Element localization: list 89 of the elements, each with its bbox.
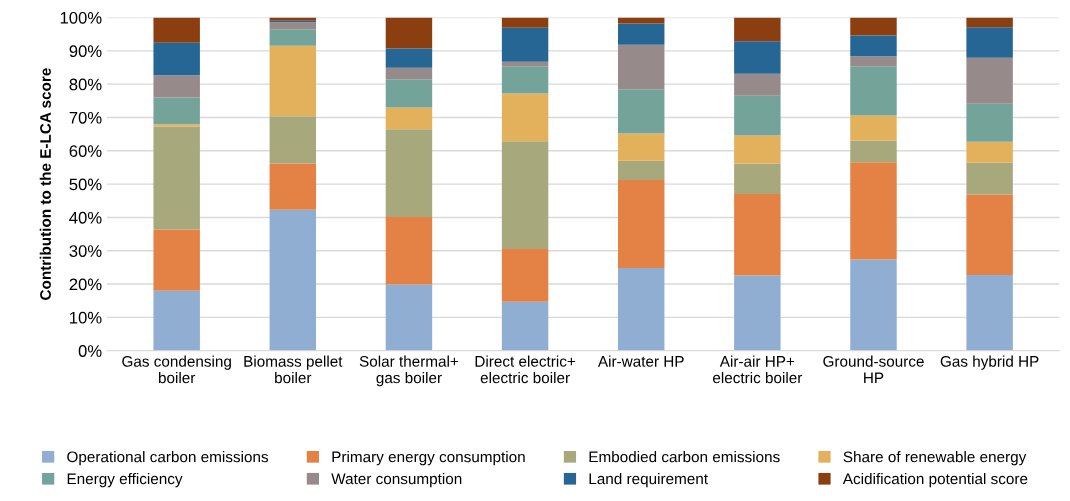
- bar: [501, 249, 549, 302]
- bar: [153, 42, 200, 76]
- bar: [617, 133, 665, 161]
- bar: [734, 73, 781, 96]
- bar: [153, 126, 200, 230]
- x-tick-label: Direct electric+ electric boiler: [475, 355, 576, 384]
- bar: [966, 162, 1013, 195]
- bar: [966, 141, 1013, 163]
- x-tick-label: Ground-source HP: [823, 355, 924, 384]
- legend-label: Acidification potential score: [842, 473, 1028, 488]
- y-tick-label: 100%: [60, 11, 102, 24]
- bar: [617, 180, 665, 269]
- bar: [734, 275, 781, 351]
- bar: [385, 17, 433, 49]
- bar: [617, 268, 665, 351]
- x-tick-label: Air-air HP+ electric boiler: [713, 355, 803, 384]
- bar: [850, 56, 897, 67]
- bar: [501, 27, 549, 62]
- y-tick-label: 90%: [69, 45, 102, 58]
- bar: [385, 129, 433, 218]
- bar: [850, 162, 897, 260]
- x-tick-label: Solar thermal+ gas boiler: [359, 355, 459, 387]
- bar: [501, 141, 549, 250]
- bar: [153, 290, 200, 351]
- bar: [501, 93, 549, 142]
- bar: [269, 45, 317, 117]
- bar: [734, 163, 781, 195]
- bar: [966, 275, 1013, 351]
- bar: [617, 89, 665, 134]
- bar: [269, 29, 317, 46]
- bar: [269, 22, 317, 30]
- bar: [617, 23, 665, 45]
- x-tick-label: Gas condensing boiler: [122, 355, 231, 384]
- bar: [617, 17, 665, 24]
- bar: [617, 160, 665, 181]
- bar: [385, 217, 433, 285]
- legend-label: Share of renewable energy: [843, 451, 1027, 466]
- bar: [734, 41, 781, 74]
- y-axis-title: Contribution to the E-LCA score: [39, 68, 51, 300]
- bar: [850, 140, 897, 163]
- bar: [966, 27, 1013, 58]
- bar: [269, 163, 317, 210]
- y-tick-label: 60%: [69, 145, 102, 157]
- bar: [850, 115, 897, 141]
- bar: [385, 79, 433, 108]
- y-tick-label: 40%: [69, 211, 102, 224]
- bar: [153, 97, 200, 125]
- x-tick-label: Air-water HP: [597, 355, 684, 367]
- legend-label: Embodied carbon emissions: [589, 451, 780, 463]
- bar: [850, 66, 897, 116]
- bar: [385, 107, 433, 130]
- bar: [966, 103, 1013, 142]
- bar: [850, 17, 897, 36]
- bar: [153, 229, 200, 291]
- y-tick-label: 30%: [69, 245, 102, 257]
- bar: [501, 66, 549, 94]
- bar: [734, 95, 781, 136]
- y-tick-label: 50%: [69, 178, 102, 191]
- bar: [966, 57, 1013, 104]
- y-tick-label: 10%: [70, 311, 102, 324]
- bar: [153, 17, 200, 43]
- bar: [269, 116, 317, 164]
- bar: [153, 75, 200, 98]
- y-tick-label: 70%: [69, 111, 102, 124]
- y-tick-label: 80%: [69, 78, 102, 91]
- x-tick-label: Gas hybrid HP: [940, 355, 1039, 370]
- bar: [734, 135, 781, 164]
- bar: [850, 259, 897, 351]
- bar: [501, 17, 549, 28]
- bar: [501, 301, 549, 351]
- bar: [501, 61, 549, 67]
- legend-label: Operational carbon emissions: [67, 451, 269, 466]
- bar: [966, 194, 1013, 276]
- legend-label: Energy efficiency: [67, 473, 183, 488]
- bar: [850, 35, 897, 57]
- y-tick-label: 20%: [69, 278, 102, 291]
- bar: [734, 194, 781, 276]
- bar: [385, 284, 433, 351]
- bar: [385, 67, 433, 80]
- x-tick-label: Biomass pellet boiler: [244, 355, 343, 384]
- bar: [269, 209, 317, 351]
- bar: [385, 48, 433, 68]
- legend-label: Primary energy consumption: [332, 451, 525, 466]
- legend-label: Land requirement: [589, 473, 708, 488]
- legend-label: Water consumption: [331, 473, 462, 488]
- bar: [617, 44, 665, 90]
- bar: [966, 17, 1013, 28]
- y-tick-label: 0%: [78, 345, 102, 357]
- bar: [734, 17, 781, 42]
